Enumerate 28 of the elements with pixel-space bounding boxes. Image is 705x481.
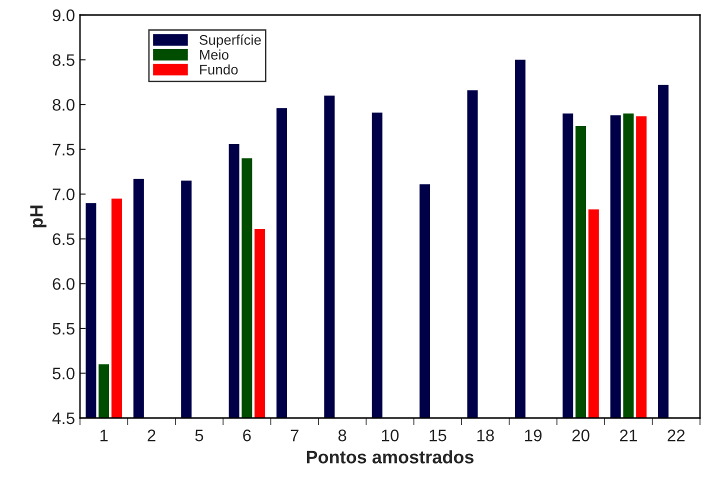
y-tick-label: 6.0: [52, 278, 74, 290]
x-tick-label: 10: [382, 430, 399, 442]
y-tick-label: 7.5: [52, 144, 74, 156]
y-tick-label: 5.5: [52, 323, 74, 335]
y-tick-label: 8.5: [52, 54, 74, 66]
y-tick-label: 6.5: [52, 233, 74, 246]
y-tick-label: 9.0: [52, 9, 74, 22]
y-tick-label: 5.0: [52, 368, 74, 380]
legend-label: Superfície: [200, 34, 261, 48]
legend-label: Meio: [200, 49, 228, 60]
x-tick-label: 5: [195, 430, 204, 442]
y-tick-label: 4.5: [52, 412, 74, 424]
legend-label: Fundo: [200, 64, 238, 75]
x-tick-label: 1: [100, 430, 108, 442]
y-axis-title: pH: [30, 206, 46, 228]
y-tick-label: 8.0: [52, 98, 74, 111]
x-tick-label: 2: [148, 430, 156, 442]
y-tick-label: 7.0: [52, 188, 74, 200]
x-tick-label: 20: [572, 430, 590, 442]
x-tick-label: 7: [290, 430, 298, 442]
x-tick-label: 15: [430, 430, 446, 442]
x-tick-label: 6: [243, 430, 251, 442]
x-tick-label: 22: [668, 430, 685, 442]
x-tick-label: 19: [525, 430, 542, 442]
x-tick-label: 18: [477, 430, 494, 442]
x-tick-label: 21: [620, 430, 637, 442]
x-tick-label: 8: [338, 430, 346, 442]
x-axis-title: Pontos amostrados: [306, 450, 474, 464]
